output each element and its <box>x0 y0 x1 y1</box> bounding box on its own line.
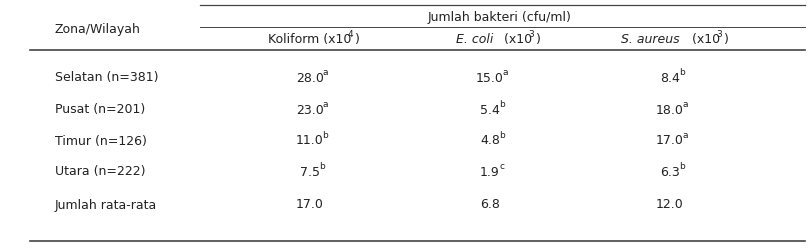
Text: 6.3: 6.3 <box>659 165 679 179</box>
Text: 6.8: 6.8 <box>479 198 500 212</box>
Text: 4.8: 4.8 <box>479 134 500 148</box>
Text: c: c <box>499 162 504 171</box>
Text: 12.0: 12.0 <box>655 198 683 212</box>
Text: 17.0: 17.0 <box>655 134 683 148</box>
Text: a: a <box>501 68 507 77</box>
Text: b: b <box>322 131 328 140</box>
Text: 28.0: 28.0 <box>296 71 324 85</box>
Text: 11.0: 11.0 <box>296 134 324 148</box>
Text: 17.0: 17.0 <box>296 198 324 212</box>
Text: 18.0: 18.0 <box>655 103 683 117</box>
Text: Selatan (n=381): Selatan (n=381) <box>55 71 158 85</box>
Text: S. aureus: S. aureus <box>620 33 679 46</box>
Text: a: a <box>681 100 687 109</box>
Text: Jumlah bakteri (cfu/ml): Jumlah bakteri (cfu/ml) <box>427 10 571 24</box>
Text: Utara (n=222): Utara (n=222) <box>55 165 145 179</box>
Text: 5.4: 5.4 <box>479 103 500 117</box>
Text: b: b <box>499 131 504 140</box>
Text: Koliform (x10: Koliform (x10 <box>268 33 351 46</box>
Text: 8.4: 8.4 <box>659 71 679 85</box>
Text: a: a <box>322 100 328 109</box>
Text: Jumlah rata-rata: Jumlah rata-rata <box>55 198 157 212</box>
Text: b: b <box>499 100 504 109</box>
Text: 15.0: 15.0 <box>475 71 504 85</box>
Text: Pusat (n=201): Pusat (n=201) <box>55 103 145 117</box>
Text: a: a <box>681 131 687 140</box>
Text: Timur (n=126): Timur (n=126) <box>55 134 147 148</box>
Text: 4: 4 <box>348 30 353 39</box>
Text: 3: 3 <box>715 30 721 39</box>
Text: (x10: (x10 <box>500 33 531 46</box>
Text: Zona/Wilayah: Zona/Wilayah <box>55 23 140 36</box>
Text: 3: 3 <box>528 30 534 39</box>
Text: (x10: (x10 <box>687 33 719 46</box>
Text: E. coli: E. coli <box>456 33 493 46</box>
Text: ): ) <box>534 33 539 46</box>
Text: b: b <box>679 68 684 77</box>
Text: b: b <box>679 162 684 171</box>
Text: a: a <box>322 68 328 77</box>
Text: ): ) <box>723 33 727 46</box>
Text: 1.9: 1.9 <box>479 165 500 179</box>
Text: 7.5: 7.5 <box>299 165 320 179</box>
Text: b: b <box>319 162 324 171</box>
Text: 23.0: 23.0 <box>296 103 324 117</box>
Text: ): ) <box>354 33 359 46</box>
